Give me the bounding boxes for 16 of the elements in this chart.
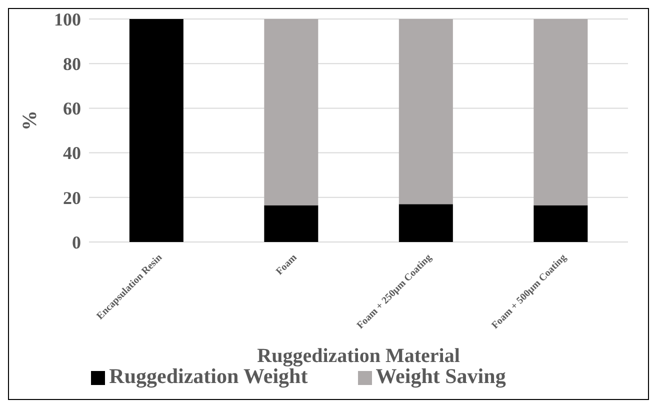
- bar: [534, 205, 588, 242]
- bar: [129, 19, 184, 242]
- bar: [264, 19, 318, 206]
- bar: [264, 205, 318, 242]
- y-tick-label: 100: [54, 9, 81, 30]
- legend-label: Weight Saving: [376, 364, 506, 388]
- bar: [398, 19, 453, 204]
- y-tick-label: 20: [63, 188, 81, 208]
- y-tick-label: 60: [63, 98, 81, 119]
- x-axis-title: Ruggedization Material: [257, 345, 460, 367]
- bar: [398, 204, 453, 242]
- y-axis-title: %: [19, 110, 42, 130]
- y-tick-label: 0: [72, 232, 81, 252]
- bar: [534, 19, 588, 206]
- y-tick-label: 40: [63, 143, 81, 164]
- y-tick-label: 80: [63, 54, 81, 74]
